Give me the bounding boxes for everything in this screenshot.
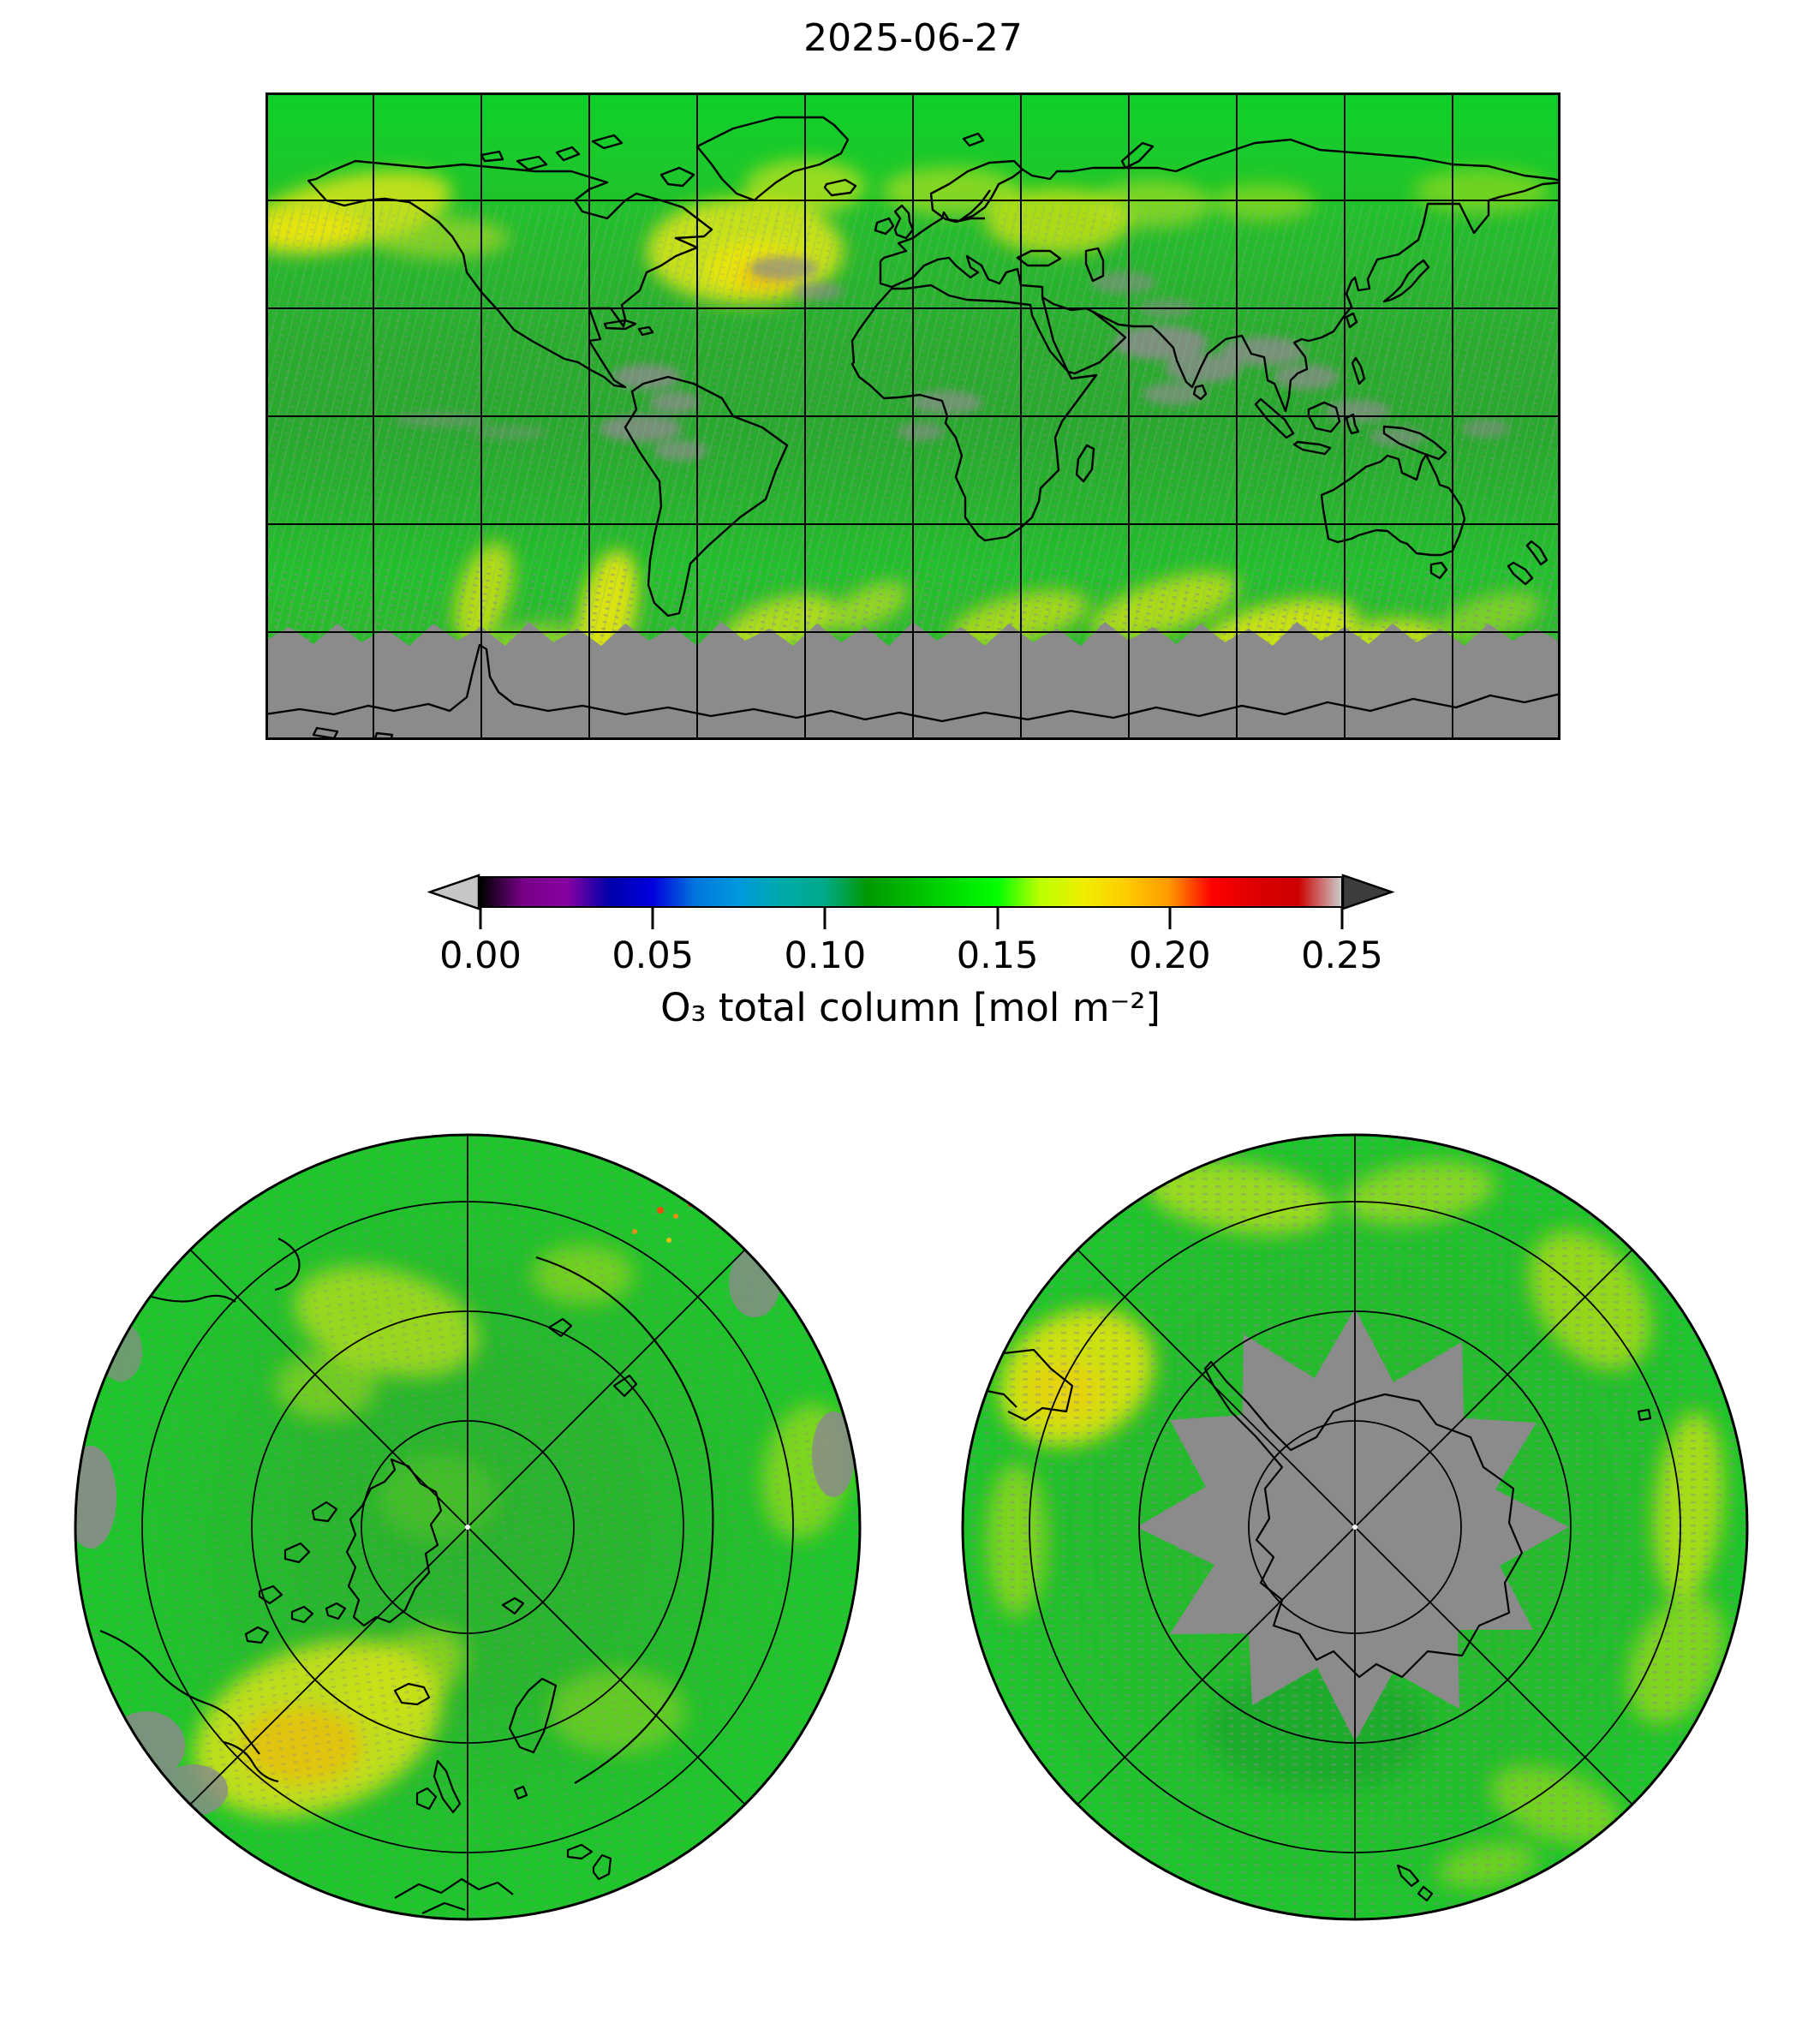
colorbar-over-arrow — [1341, 874, 1394, 910]
south-pole-dot — [1352, 1525, 1358, 1530]
colorbar-gradient — [479, 876, 1343, 908]
antarctica-coastline — [1203, 1360, 1524, 1679]
colorbar-axis-label: O₃ total column [mol m⁻²] — [660, 985, 1161, 1030]
north-panel-border — [74, 1133, 862, 1921]
colorbar-tick — [996, 907, 1000, 929]
figure-title: 2025-06-27 — [803, 16, 1023, 60]
world-map-panel — [266, 92, 1560, 740]
colorbar-tick — [1168, 907, 1172, 929]
colorbar-under-arrow — [427, 874, 480, 910]
colorbar-tick-label: 0.00 — [439, 934, 522, 977]
colorbar-tick — [479, 907, 482, 929]
colorbar-tick — [651, 907, 654, 929]
coastlines — [266, 116, 1560, 740]
colorbar-tick-label: 0.15 — [956, 934, 1039, 977]
graticule — [266, 92, 1560, 740]
colorbar-tick-label: 0.05 — [612, 934, 695, 977]
colorbar-tick-label: 0.20 — [1128, 934, 1211, 977]
colorbar-tick — [823, 907, 826, 929]
colorbar-tick-labels: 0.00 0.05 0.10 0.15 0.20 0.25 — [439, 934, 1383, 978]
map-frame — [266, 92, 1560, 740]
south-polar-panel — [961, 1133, 1749, 1921]
colorbar-tick — [1340, 907, 1344, 929]
colorbar-ticks — [479, 907, 1344, 929]
south-panel-border — [961, 1133, 1749, 1921]
colorbar-tick-label: 0.10 — [784, 934, 867, 977]
north-pole-dot — [465, 1525, 470, 1530]
north-coastlines — [99, 1238, 714, 1914]
colorbar-tick-label: 0.25 — [1301, 934, 1383, 977]
north-polar-panel — [74, 1133, 862, 1921]
south-coastlines — [973, 1341, 1652, 1902]
